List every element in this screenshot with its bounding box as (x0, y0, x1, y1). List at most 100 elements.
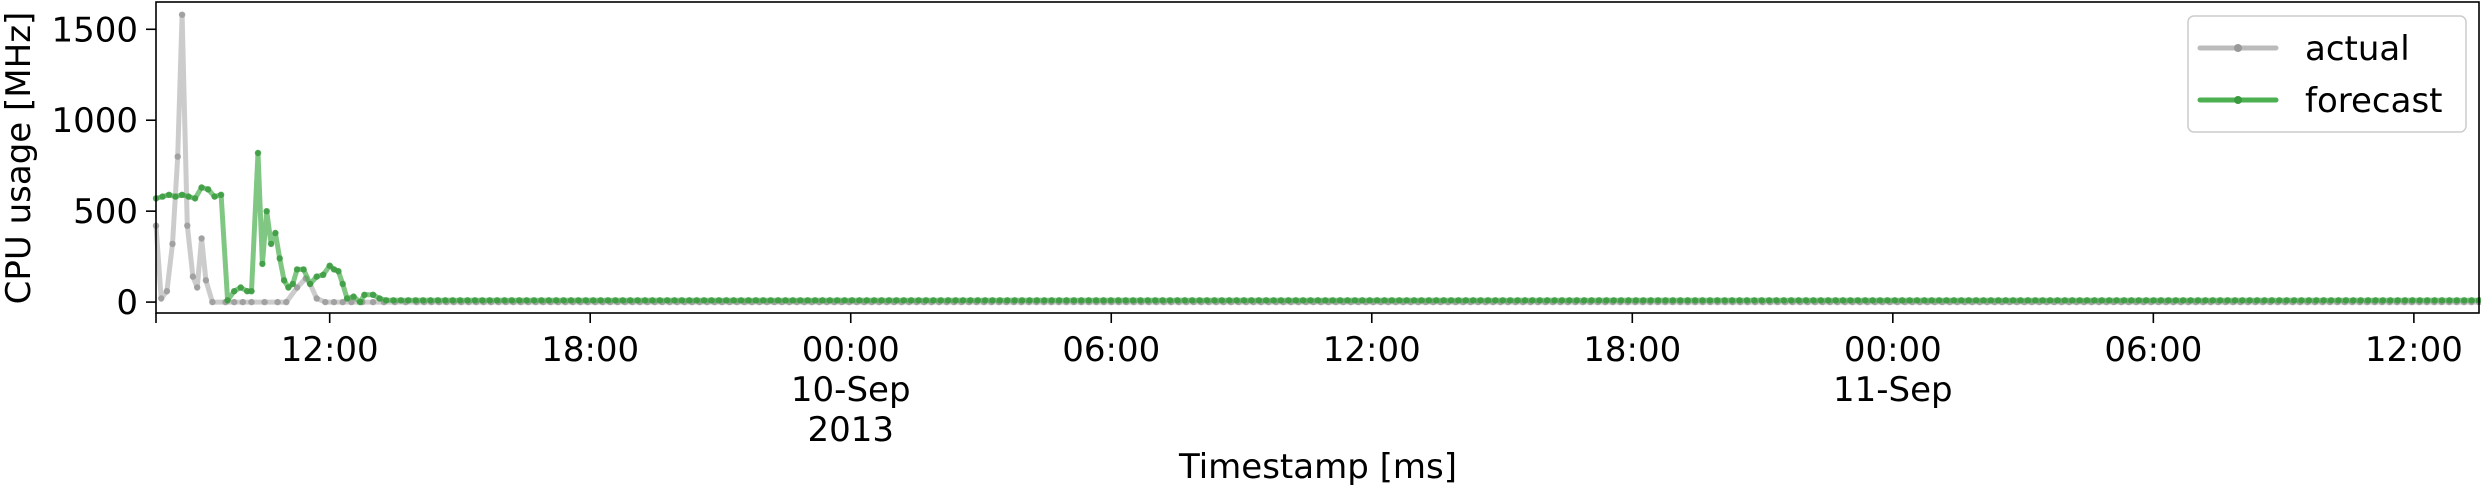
data-point-forecast (2091, 297, 2098, 304)
data-point-forecast (2239, 297, 2246, 304)
legend-forecast-marker (2234, 96, 2242, 104)
data-point-forecast (804, 297, 811, 304)
data-point-forecast (1551, 297, 1558, 304)
data-point-forecast (356, 298, 364, 306)
data-point-actual (169, 240, 176, 248)
data-point-forecast (2372, 297, 2379, 304)
data-point-forecast (1403, 297, 1410, 304)
data-point-forecast (760, 297, 767, 304)
data-point-forecast (2209, 297, 2216, 304)
data-point-forecast (185, 193, 192, 200)
data-point-forecast (1329, 297, 1336, 304)
data-point-forecast (1240, 297, 1248, 304)
data-point-forecast (1070, 297, 1078, 304)
data-point-actual (158, 295, 165, 302)
data-point-forecast (1033, 297, 1041, 304)
data-point-forecast (2379, 297, 2387, 304)
data-point-forecast (306, 280, 314, 288)
data-point-forecast (723, 297, 730, 304)
legend-actual-marker (2234, 44, 2242, 52)
x-tick-label: 00:00 11-Sep (1833, 330, 1953, 410)
data-point-forecast (959, 297, 967, 304)
data-point-forecast (575, 297, 582, 304)
data-point-forecast (1935, 297, 1943, 304)
data-point-forecast (2017, 297, 2024, 304)
data-point-forecast (2468, 297, 2475, 304)
data-point-forecast (1388, 297, 1396, 304)
data-point-forecast (708, 297, 715, 304)
data-point-forecast (1980, 297, 1987, 304)
x-tick-label: 06:00 (1062, 330, 1160, 370)
data-point-forecast (1507, 297, 1514, 304)
data-point-forecast (819, 297, 826, 304)
data-point-forecast (1455, 297, 1462, 304)
data-point-forecast (211, 193, 218, 200)
data-point-forecast (300, 266, 307, 273)
data-point-forecast (1632, 297, 1640, 304)
data-point-forecast (2387, 297, 2394, 304)
data-point-forecast (1041, 297, 1048, 304)
data-point-forecast (841, 297, 848, 304)
data-point-forecast (397, 297, 405, 304)
data-point-forecast (1492, 297, 1499, 304)
data-point-actual (261, 298, 268, 306)
data-point-forecast (2461, 297, 2468, 304)
data-point-forecast (1144, 297, 1152, 304)
data-point-forecast (1847, 297, 1854, 304)
data-point-forecast (582, 297, 589, 304)
data-point-forecast (2061, 297, 2069, 304)
data-point-forecast (1965, 297, 1972, 304)
data-point-forecast (263, 208, 270, 215)
data-point-forecast (1995, 297, 2002, 304)
data-point-actual (313, 295, 320, 302)
data-point-forecast (1691, 297, 1699, 304)
data-point-forecast (382, 297, 390, 304)
data-point-forecast (1433, 297, 1440, 304)
data-point-forecast (1758, 297, 1765, 304)
data-point-forecast (1669, 297, 1677, 304)
data-point-forecast (1026, 297, 1033, 304)
x-tick-label: 18:00 (1583, 330, 1681, 370)
data-point-forecast (1884, 297, 1891, 304)
data-point-forecast (612, 297, 619, 304)
data-point-forecast (1950, 297, 1958, 304)
data-point-forecast (1048, 297, 1055, 304)
data-point-actual (248, 298, 255, 306)
data-point-forecast (1795, 297, 1802, 304)
data-point-forecast (1514, 297, 1521, 304)
data-point-forecast (1677, 297, 1684, 304)
data-point-forecast (508, 297, 515, 304)
data-point-forecast (376, 295, 383, 302)
x-tick-label: 00:00 10-Sep 2013 (791, 330, 911, 450)
data-point-forecast (2342, 297, 2350, 304)
data-point-forecast (516, 297, 523, 304)
data-point-forecast (1913, 297, 1921, 304)
data-point-forecast (627, 297, 634, 304)
data-point-forecast (335, 268, 342, 275)
data-point-forecast (1373, 297, 1381, 304)
data-point-actual (339, 298, 346, 306)
data-point-forecast (2357, 297, 2364, 304)
data-point-forecast (2024, 297, 2032, 304)
data-point-forecast (1647, 297, 1654, 304)
data-point-forecast (1344, 297, 1351, 304)
data-point-forecast (1728, 297, 1736, 304)
data-point-forecast (442, 297, 449, 304)
data-point-forecast (671, 297, 678, 304)
data-point-forecast (1721, 297, 1728, 304)
data-point-forecast (248, 288, 255, 295)
data-point-forecast (224, 297, 231, 304)
data-point-forecast (1987, 297, 1995, 304)
data-point-forecast (1810, 297, 1817, 304)
data-point-forecast (2098, 297, 2105, 304)
data-point-forecast (826, 297, 833, 304)
legend-frame (2187, 15, 2467, 133)
data-point-forecast (343, 295, 351, 302)
data-point-forecast (390, 297, 397, 304)
data-point-forecast (2253, 297, 2261, 304)
data-point-forecast (1743, 297, 1751, 304)
data-point-forecast (767, 297, 774, 304)
data-point-forecast (1839, 297, 1847, 304)
data-point-forecast (1972, 297, 1980, 304)
data-point-forecast (1447, 297, 1455, 304)
